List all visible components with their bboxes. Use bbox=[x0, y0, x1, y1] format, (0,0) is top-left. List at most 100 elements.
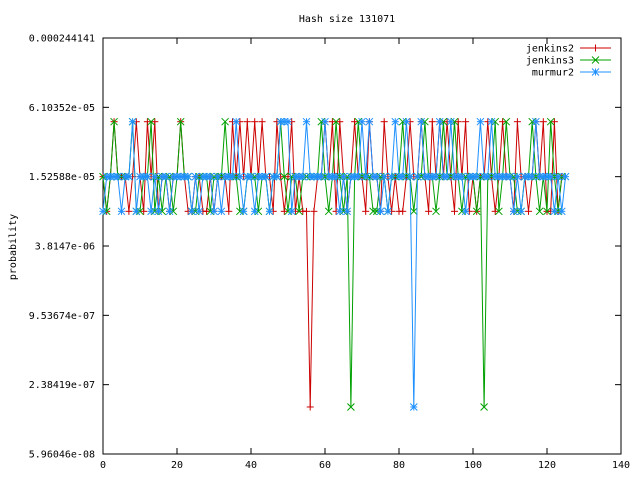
marker-stroke bbox=[557, 172, 566, 181]
data-point bbox=[413, 172, 422, 181]
data-point bbox=[557, 172, 566, 181]
data-point bbox=[432, 172, 440, 181]
series-layer bbox=[99, 117, 570, 411]
data-point bbox=[187, 207, 196, 216]
marker-stroke bbox=[421, 172, 429, 181]
data-point bbox=[554, 207, 562, 216]
data-point bbox=[106, 172, 115, 181]
marker-stroke bbox=[561, 172, 570, 181]
marker-stroke bbox=[143, 172, 152, 181]
data-point bbox=[398, 172, 407, 181]
data-point bbox=[354, 172, 363, 181]
data-point bbox=[206, 207, 215, 216]
marker-stroke bbox=[210, 172, 218, 181]
data-point bbox=[254, 207, 263, 216]
data-point bbox=[328, 172, 337, 181]
marker-stroke bbox=[147, 207, 155, 216]
data-point bbox=[191, 207, 200, 216]
marker-stroke bbox=[110, 172, 118, 181]
data-point bbox=[150, 207, 159, 216]
data-point bbox=[303, 207, 310, 215]
data-point bbox=[258, 118, 266, 126]
marker-stroke bbox=[287, 207, 296, 216]
marker-stroke bbox=[228, 172, 237, 181]
marker-stroke bbox=[469, 172, 477, 181]
data-point bbox=[398, 117, 407, 126]
marker-stroke bbox=[165, 172, 174, 181]
data-point bbox=[487, 117, 496, 126]
marker-stroke bbox=[365, 117, 374, 126]
marker-stroke bbox=[224, 172, 233, 181]
marker-stroke bbox=[210, 207, 218, 216]
marker-stroke bbox=[535, 172, 544, 181]
marker-stroke bbox=[509, 207, 518, 216]
data-point bbox=[372, 172, 381, 181]
marker-stroke bbox=[180, 172, 189, 181]
marker-stroke bbox=[554, 172, 562, 181]
data-point bbox=[295, 207, 303, 216]
legend-label: murmur2 bbox=[532, 68, 574, 79]
data-point bbox=[158, 172, 167, 181]
marker-stroke bbox=[539, 172, 548, 181]
marker-stroke bbox=[372, 172, 381, 181]
data-point bbox=[321, 117, 329, 126]
data-point bbox=[287, 172, 296, 181]
data-point bbox=[487, 172, 496, 181]
marker-stroke bbox=[591, 68, 600, 76]
data-point bbox=[347, 403, 355, 411]
marker-stroke bbox=[528, 172, 537, 181]
marker-stroke bbox=[169, 207, 178, 216]
marker-stroke bbox=[517, 207, 525, 216]
data-point bbox=[402, 172, 411, 181]
marker-stroke bbox=[313, 172, 322, 181]
data-point bbox=[280, 172, 289, 181]
marker-stroke bbox=[213, 172, 222, 181]
data-point bbox=[402, 117, 411, 126]
marker-stroke bbox=[495, 172, 503, 181]
y-tick-label: 5.96046e-08 bbox=[29, 450, 95, 461]
marker-stroke bbox=[461, 207, 470, 216]
data-point bbox=[339, 172, 348, 181]
marker-stroke bbox=[472, 172, 481, 181]
marker-stroke bbox=[202, 172, 211, 181]
data-point bbox=[428, 118, 436, 126]
x-tick-label: 20 bbox=[171, 460, 183, 471]
marker-stroke bbox=[269, 172, 278, 181]
data-point bbox=[391, 117, 400, 126]
data-point bbox=[532, 117, 540, 126]
data-point bbox=[195, 207, 204, 216]
marker-stroke bbox=[165, 207, 174, 216]
data-point bbox=[140, 207, 148, 215]
marker-stroke bbox=[106, 172, 115, 181]
marker-stroke bbox=[502, 117, 511, 126]
marker-stroke bbox=[247, 172, 255, 181]
data-point bbox=[591, 68, 600, 76]
y-tick-label: 9.53674e-07 bbox=[29, 311, 95, 322]
data-point bbox=[210, 172, 218, 181]
marker-stroke bbox=[458, 207, 466, 216]
data-point bbox=[550, 207, 559, 216]
marker-stroke bbox=[413, 172, 422, 181]
marker-stroke bbox=[343, 207, 352, 216]
data-point bbox=[443, 172, 451, 181]
marker-stroke bbox=[369, 172, 377, 181]
marker-stroke bbox=[295, 207, 303, 216]
data-point bbox=[117, 172, 126, 181]
data-point bbox=[417, 117, 426, 126]
marker-stroke bbox=[487, 117, 496, 126]
data-point bbox=[591, 56, 600, 64]
data-point bbox=[324, 207, 333, 216]
marker-stroke bbox=[254, 172, 263, 181]
marker-stroke bbox=[476, 172, 485, 181]
marker-stroke bbox=[184, 172, 192, 181]
marker-stroke bbox=[406, 172, 414, 181]
data-point bbox=[206, 172, 215, 181]
marker-stroke bbox=[195, 207, 204, 216]
marker-stroke bbox=[99, 207, 107, 216]
data-point bbox=[454, 172, 463, 181]
data-point bbox=[261, 172, 270, 181]
data-point bbox=[265, 207, 274, 216]
data-point bbox=[128, 117, 137, 126]
data-point bbox=[351, 118, 359, 126]
data-point bbox=[239, 207, 248, 216]
